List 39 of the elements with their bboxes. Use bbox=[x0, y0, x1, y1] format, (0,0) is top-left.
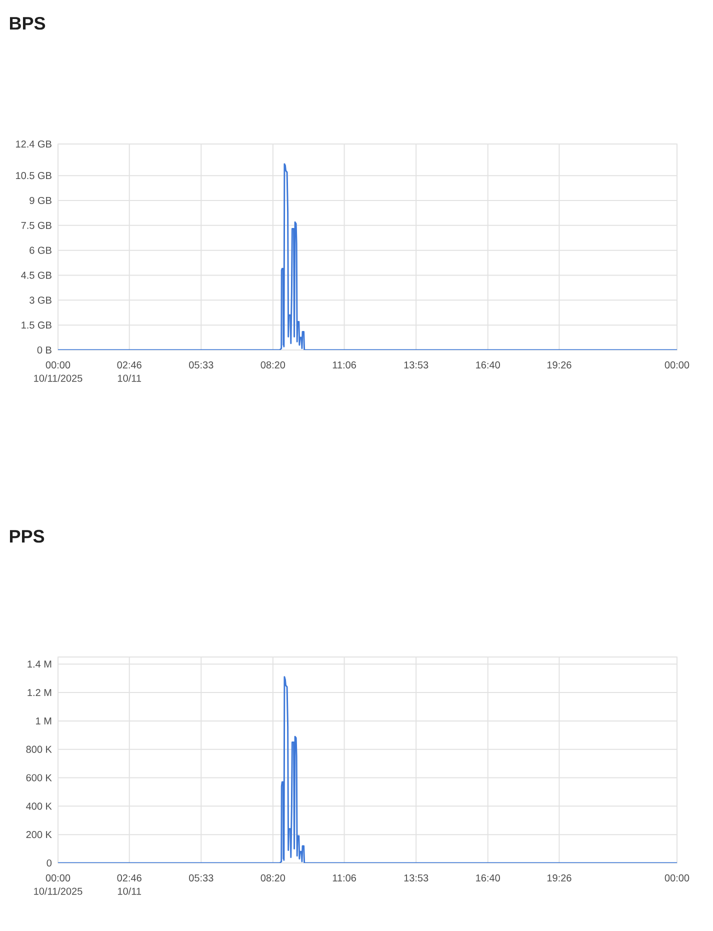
x-tick-label: 00:00 bbox=[664, 361, 690, 368]
x-tick-label: 16:40 bbox=[476, 874, 500, 882]
x-tick-label: 02:46 10/11 bbox=[117, 874, 142, 895]
x-tick-label: 16:40 bbox=[476, 361, 500, 368]
y-tick-label: 12.4 GB bbox=[16, 140, 52, 148]
y-tick-label: 3 GB bbox=[30, 296, 52, 304]
y-tick-label: 1.5 GB bbox=[22, 322, 52, 329]
y-tick-label: 9 GB bbox=[30, 196, 52, 204]
x-tick-label: 19:26 bbox=[547, 361, 572, 368]
x-tick-label: 11:06 bbox=[332, 361, 356, 368]
x-tick-label: 19:26 bbox=[547, 874, 572, 882]
chart-title: PPS bbox=[10, 530, 44, 543]
y-tick-label: 800 K bbox=[26, 746, 52, 753]
line-series bbox=[58, 676, 677, 864]
x-tick-label: 08:20 bbox=[260, 361, 286, 368]
x-tick-label: 02:46 10/11 bbox=[117, 361, 142, 382]
y-tick-label: 7.5 GB bbox=[21, 222, 52, 229]
y-tick-label: 600 K bbox=[26, 774, 52, 782]
y-tick-label: 10.5 GB bbox=[16, 172, 52, 180]
x-tick-label: 05:33 bbox=[189, 361, 214, 368]
y-tick-label: 6 GB bbox=[30, 246, 52, 254]
x-tick-label: 08:20 bbox=[260, 874, 286, 882]
y-tick-label: 400 K bbox=[26, 802, 52, 810]
y-tick-label: 0 bbox=[46, 859, 52, 867]
line-series bbox=[58, 163, 677, 350]
x-tick-label: 00:00 10/11/2025 bbox=[34, 361, 82, 382]
x-tick-label: 05:33 bbox=[189, 874, 214, 882]
y-tick-label: 4.5 GB bbox=[21, 272, 52, 279]
chart-title: BPS bbox=[10, 16, 46, 30]
y-tick-label: 1.4 M bbox=[28, 660, 52, 668]
x-tick-label: 11:06 bbox=[332, 874, 356, 882]
y-tick-label: 1.2 M bbox=[28, 689, 52, 696]
y-tick-label: 200 K bbox=[26, 831, 52, 838]
y-tick-label: 0 B bbox=[37, 346, 52, 354]
x-tick-label: 00:00 10/11/2025 bbox=[34, 874, 82, 895]
x-tick-label: 13:53 bbox=[404, 361, 428, 368]
x-tick-label: 13:53 bbox=[404, 874, 428, 882]
x-tick-label: 00:00 bbox=[664, 874, 690, 882]
y-tick-label: 1 M bbox=[36, 717, 52, 724]
